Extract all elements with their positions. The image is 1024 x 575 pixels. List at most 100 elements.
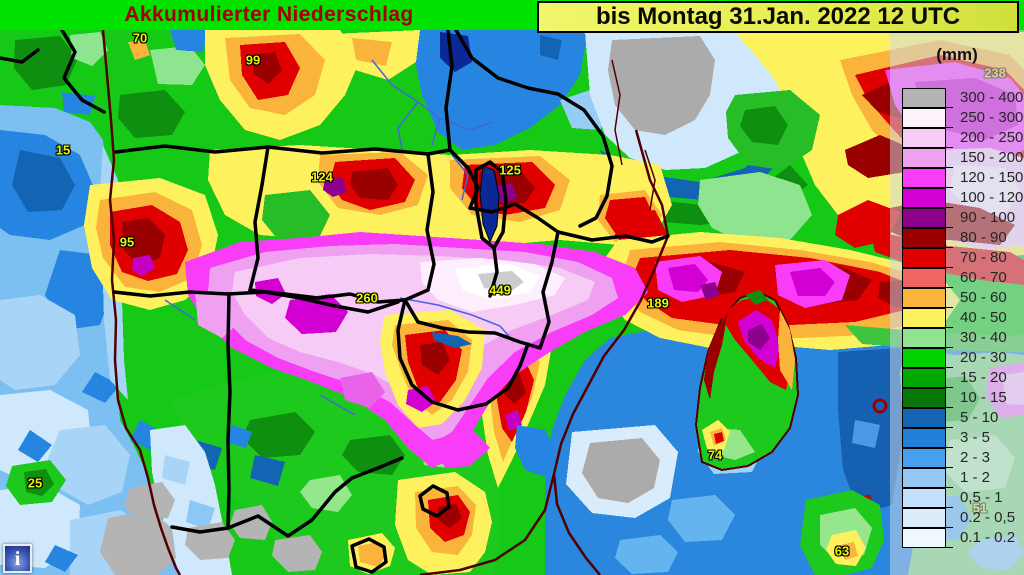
legend-entries: 300 - 400 250 - 300 200 - 250 150 - 200 120 … (902, 88, 1023, 548)
legend-range-label: 0.1 - 0.2 (960, 529, 1016, 546)
legend-tick (946, 507, 953, 508)
legend-row: 50 - 60 (902, 288, 1023, 308)
legend-swatch (902, 128, 946, 148)
legend-swatch (902, 408, 946, 428)
legend-swatch (902, 288, 946, 308)
legend-row: 300 - 400 (902, 88, 1023, 108)
legend-tick (946, 447, 953, 448)
legend-tick (946, 487, 953, 488)
legend-tick (946, 347, 953, 348)
legend-tick (946, 327, 953, 328)
legend-row: 40 - 50 (902, 308, 1023, 328)
legend-tick (946, 207, 953, 208)
legend-row: 1 - 2 (902, 468, 1023, 488)
legend-swatch (902, 328, 946, 348)
rivers (164, 59, 515, 416)
legend-row: 200 - 250 (902, 128, 1023, 148)
legend-row: 250 - 300 (902, 108, 1023, 128)
legend-swatch (902, 348, 946, 368)
legend-tick (946, 127, 953, 128)
legend-row: 20 - 30 (902, 348, 1023, 368)
page-title: Akkumulierter Niederschlag (124, 3, 414, 26)
legend-range-label: 300 - 400 (960, 89, 1024, 106)
legend-swatch (902, 228, 946, 248)
legend-row: 10 - 15 (902, 388, 1023, 408)
legend-swatch (902, 508, 946, 528)
legend-swatch (902, 268, 946, 288)
legend-row: 5 - 10 (902, 408, 1023, 428)
legend-tick (946, 287, 953, 288)
legend-row: 0,5 - 1 (902, 488, 1023, 508)
legend-row: 150 - 200 (902, 148, 1023, 168)
legend-swatch (902, 428, 946, 448)
legend-swatch (902, 488, 946, 508)
legend-range-label: 3 - 5 (960, 429, 991, 446)
legend-swatch (902, 308, 946, 328)
legend-row: 100 - 120 (902, 188, 1023, 208)
legend-row: 0.2 - 0,5 (902, 508, 1023, 528)
legend-tick (946, 227, 953, 228)
legend-range-label: 150 - 200 (960, 149, 1024, 166)
legend-range-label: 80 - 90 (960, 229, 1007, 246)
legend-tick (946, 147, 953, 148)
legend-swatch (902, 448, 946, 468)
legend-tick (946, 427, 953, 428)
legend-range-label: 2 - 3 (960, 449, 991, 466)
legend-swatch (902, 88, 946, 108)
madagascar-island (694, 290, 800, 472)
legend-range-label: 90 - 100 (960, 209, 1016, 226)
legend-panel: (mm) 300 - 400 250 - 300 200 - 250 150 - 20… (890, 30, 1024, 575)
legend-range-label: 30 - 40 (960, 329, 1007, 346)
legend-tick (946, 187, 953, 188)
legend-range-label: 70 - 80 (960, 249, 1007, 266)
legend-range-label: 50 - 60 (960, 289, 1007, 306)
legend-swatch (902, 528, 946, 548)
legend-tick (946, 387, 953, 388)
legend-unit: (mm) (936, 45, 978, 64)
legend-swatch (902, 388, 946, 408)
legend-swatch (902, 208, 946, 228)
legend-row: 60 - 70 (902, 268, 1023, 288)
legend-tick (946, 307, 953, 308)
legend-range-label: 10 - 15 (960, 389, 1007, 406)
legend-range-label: 20 - 30 (960, 349, 1007, 366)
legend-range-label: 40 - 50 (960, 309, 1007, 326)
legend-range-label: 120 - 150 (960, 169, 1024, 186)
legend-tick (946, 107, 953, 108)
legend-tick (946, 467, 953, 468)
legend-range-label: 200 - 250 (960, 129, 1024, 146)
legend-row: 70 - 80 (902, 248, 1023, 268)
info-logo: i (3, 544, 32, 573)
legend-range-label: 100 - 120 (960, 189, 1024, 206)
legend-tick (946, 547, 953, 548)
legend-range-label: 250 - 300 (960, 109, 1024, 126)
info-logo-glyph: i (14, 547, 21, 570)
legend-tick (946, 367, 953, 368)
legend-row: 0.1 - 0.2 (902, 528, 1023, 548)
legend-range-label: 60 - 70 (960, 269, 1007, 286)
legend-range-label: 0,5 - 1 (960, 489, 1003, 506)
country-borders (0, 28, 670, 574)
legend-tick (946, 407, 953, 408)
legend-swatch (902, 108, 946, 128)
legend-row: 120 - 150 (902, 168, 1023, 188)
legend-tick (946, 267, 953, 268)
legend-range-label: 5 - 10 (960, 409, 999, 426)
valid-time-label: bis Montag 31.Jan. 2022 12 UTC (595, 3, 961, 30)
legend-row: 30 - 40 (902, 328, 1023, 348)
legend-range-label: 15 - 20 (960, 369, 1007, 386)
coastlines (101, 29, 670, 575)
legend-tick (946, 247, 953, 248)
legend-swatch (902, 468, 946, 488)
valid-time-box: bis Montag 31.Jan. 2022 12 UTC (537, 1, 1019, 33)
legend-tick (946, 167, 953, 168)
legend-row: 2 - 3 (902, 448, 1023, 468)
legend-row: 3 - 5 (902, 428, 1023, 448)
legend-row: 80 - 90 (902, 228, 1023, 248)
legend-swatch (902, 248, 946, 268)
legend-row: 15 - 20 (902, 368, 1023, 388)
legend-range-label: 1 - 2 (960, 469, 991, 486)
legend-swatch (902, 168, 946, 188)
